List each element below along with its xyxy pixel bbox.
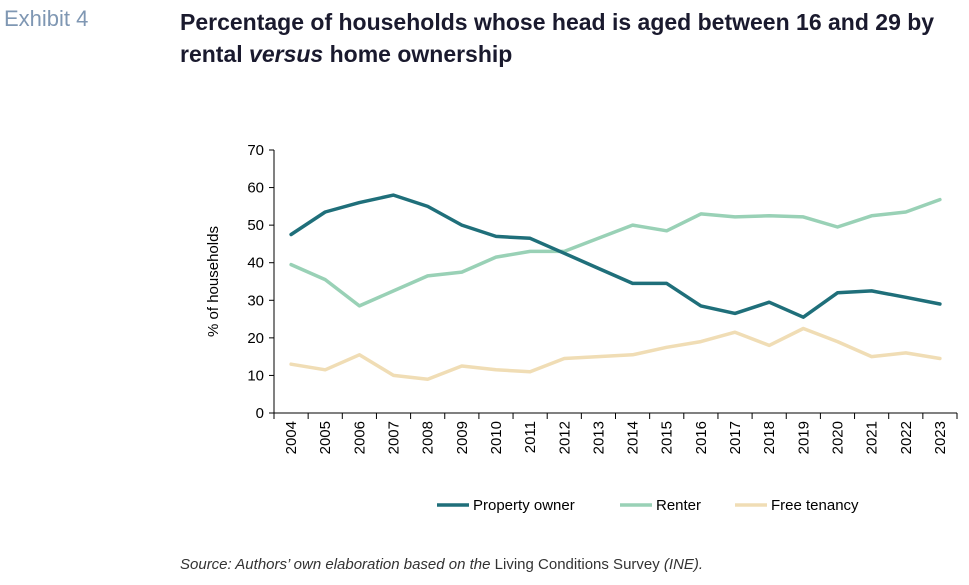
y-tick-label: 0 (256, 405, 264, 422)
x-tick-label: 2015 (659, 421, 676, 454)
x-tick-label: 2008 (420, 421, 437, 454)
chart-title-part2: home ownership (323, 41, 513, 67)
x-tick-label: 2020 (829, 421, 846, 454)
source-survey: Living Conditions Survey (494, 556, 660, 573)
x-tick-label: 2009 (454, 421, 471, 454)
x-tick-label: 2018 (761, 421, 778, 454)
y-tick-label: 10 (247, 367, 264, 384)
x-tick-label: 2014 (625, 421, 642, 454)
series-line-renter (289, 197, 942, 308)
y-tick-label: 60 (247, 180, 264, 197)
x-tick-label: 2011 (522, 421, 539, 453)
legend-label-property-owner: Property owner (473, 497, 575, 514)
x-tick-label: 2010 (488, 421, 505, 454)
x-tick-label: 2007 (386, 421, 403, 454)
x-tick-label: 2006 (351, 421, 368, 454)
exhibit-label: Exhibit 4 (4, 6, 89, 31)
y-tick-label: 20 (247, 330, 264, 347)
source-suffix: (INE). (659, 556, 704, 573)
x-tick-label: 2021 (864, 421, 881, 454)
y-tick-label: 30 (247, 292, 264, 309)
source-prefix: Source: Authors’ own elaboration based o… (180, 556, 495, 573)
x-tick-label: 2012 (556, 421, 573, 454)
source-note: Source: Authors’ own elaboration based o… (180, 556, 703, 573)
legend-label-free-tenancy: Free tenancy (771, 497, 859, 514)
series-line-free-tenancy (289, 326, 942, 381)
y-tick-label: 50 (247, 217, 264, 234)
x-tick-label: 2019 (795, 421, 812, 454)
chart-title-emphasis: versus (249, 41, 324, 67)
chart-title: Percentage of households whose head is a… (180, 6, 940, 70)
series-line-property-owner (289, 193, 942, 319)
legend-label-renter: Renter (656, 497, 701, 514)
x-tick-label: 2022 (898, 421, 915, 454)
x-tick-label: 2023 (932, 421, 949, 454)
x-tick-label: 2017 (727, 421, 744, 454)
y-tick-label: 70 (247, 142, 264, 159)
chart-title-part1: Percentage of households whose head is a… (180, 9, 935, 67)
y-tick-label: 40 (247, 255, 264, 272)
x-tick-label: 2004 (283, 421, 300, 454)
x-tick-label: 2005 (317, 421, 334, 454)
x-tick-label: 2016 (693, 421, 710, 454)
x-tick-label: 2013 (590, 421, 607, 454)
y-axis-label: % of households (205, 226, 222, 337)
